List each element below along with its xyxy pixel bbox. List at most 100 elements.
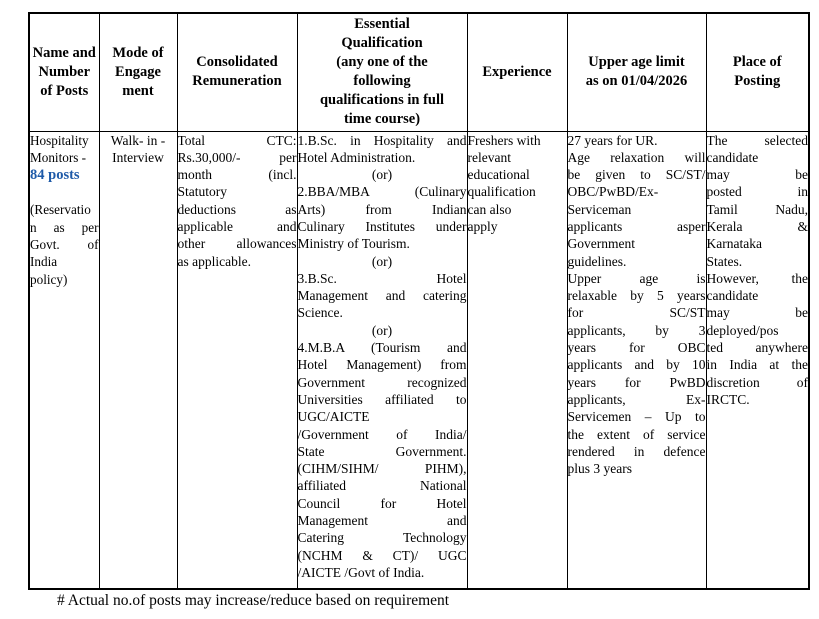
text-line: Freshers with	[467, 132, 541, 148]
text-line: The selected	[706, 132, 809, 148]
text-line: (CIHM/SIHM/ PIHM),	[297, 461, 467, 477]
text-line: qualification	[467, 184, 536, 200]
text-line: OBC/PwBD/Ex-	[567, 184, 659, 200]
post-title: Hospitality Monitors -	[30, 132, 99, 167]
text-line: Place of	[732, 54, 782, 71]
text-line: policy)	[30, 271, 68, 287]
text-line: Essential	[354, 16, 410, 33]
text-line: Name and	[32, 44, 96, 61]
text-line: Walk- in -	[110, 132, 166, 148]
text-line: Serviceman	[567, 201, 632, 217]
text-line: Karnataka	[706, 236, 762, 252]
text-line: deployed/pos	[706, 322, 779, 338]
text-line: However, the	[706, 270, 809, 286]
text-line: (or)	[371, 322, 393, 338]
text-line: Hotel Administration.	[297, 149, 416, 165]
text-line: Management and catering	[297, 288, 467, 304]
text-line: UGC/AICTE	[297, 409, 370, 425]
text-line: Interview	[112, 149, 164, 165]
text-line: as on 01/04/2026	[585, 73, 688, 90]
text-line: IRCTC.	[706, 391, 750, 407]
text-line: posted in	[706, 184, 809, 200]
text-line: qualifications in full	[319, 92, 445, 109]
text-line: 2.BBA/MBA (Culinary	[297, 184, 467, 200]
text-line: Servicemen – Up to	[567, 409, 706, 425]
text-line: years for OBC	[567, 340, 706, 356]
blank-line	[30, 184, 99, 201]
text-line: the extent of service	[567, 426, 706, 442]
text-line: affiliated National	[297, 478, 467, 494]
text-line: Total CTC:	[177, 132, 297, 148]
text-line: discretion of	[706, 374, 809, 390]
text-line: Monitors -	[30, 149, 87, 165]
text-line: Statutory	[177, 184, 228, 200]
cell-qualification: 1.B.Sc. in Hospitality and Hotel Administ…	[296, 130, 468, 590]
text-line: (or)	[371, 253, 393, 269]
text-line: for SC/ST	[567, 305, 706, 321]
text-line: Culinary Institutes under	[297, 218, 467, 234]
text-line: (or)	[371, 167, 393, 183]
text-line: Management and	[297, 513, 467, 529]
cell-experience: Freshers with relevant educational qualific…	[466, 130, 568, 590]
text-line: month (incl.	[177, 167, 297, 183]
text-line: (NCHM & CT)/ UGC	[297, 547, 467, 563]
text-line: Mode of	[112, 44, 164, 61]
posts-count-highlight: 84 posts	[30, 167, 80, 184]
footnote: # Actual no.of posts may increase/reduce…	[57, 592, 450, 609]
text-line: guidelines.	[567, 253, 627, 269]
text-line: /AICTE /Govt of India.	[297, 564, 425, 580]
text-line: candidate	[706, 288, 759, 304]
text-line: educational	[467, 167, 530, 183]
text-line: 1.B.Sc. in Hospitality and	[297, 132, 467, 148]
cell-mode: Walk- in - Interview	[98, 130, 178, 590]
header-cell-qualification: Essential Qualification (any one of the fol…	[296, 12, 468, 132]
text-line: (any one of the	[336, 54, 428, 71]
text-line: of Posts	[40, 82, 89, 99]
header-cell-age-limit: Upper age limit as on 01/04/2026	[566, 12, 707, 132]
text-line: applicants, Ex-	[567, 391, 706, 407]
text-line: ted anywhere	[706, 340, 809, 356]
text-line: as applicable.	[177, 253, 251, 269]
text-line: applicable and	[177, 218, 297, 234]
text-line: may be	[706, 167, 809, 183]
cell-age-limit: 27 years for UR. Age relaxation will be gi…	[566, 130, 707, 590]
text-line: Catering Technology	[297, 530, 467, 546]
text-line: can also	[467, 201, 512, 217]
text-line: other allowances	[177, 236, 297, 252]
text-line: Rs.30,000/- per	[177, 149, 297, 165]
text-line: Hotel Management) from	[297, 357, 467, 373]
text-line: Upper age limit	[588, 54, 685, 71]
text-line: ment	[122, 82, 154, 99]
text-line: Posting	[734, 73, 781, 90]
header-cell-name-posts: Name and Number of Posts	[28, 12, 100, 132]
text-line: following	[353, 73, 411, 90]
text-line: applicants, by 3	[567, 322, 706, 338]
header-cell-remuneration: Consolidated Remuneration	[176, 12, 298, 132]
text-line: Age relaxation will	[567, 149, 706, 165]
text-line: 4.M.B.A (Tourism and	[297, 340, 467, 356]
text-line: applicants asper	[567, 218, 706, 234]
text-line: Kerala &	[706, 218, 809, 234]
text-line: Government	[567, 236, 635, 252]
text-line: Consolidated	[196, 54, 278, 71]
text-line: 3.B.Sc. Hotel	[297, 270, 467, 286]
text-line: Qualification	[341, 35, 423, 52]
text-line: Hospitality	[30, 132, 89, 148]
text-line: Ministry of Tourism.	[297, 236, 410, 252]
text-line: n as per	[30, 219, 99, 235]
text-line: Remuneration	[192, 73, 282, 90]
text-line: plus 3 years	[567, 461, 633, 477]
text-line: applicants and by 10	[567, 357, 706, 373]
header-cell-place: Place of Posting	[705, 12, 810, 132]
text-line: be given to SC/ST/	[567, 167, 706, 183]
text-line: Arts) from Indian	[297, 201, 467, 217]
text-line: may be	[706, 305, 809, 321]
text-line: candidate	[706, 149, 759, 165]
text-line: (Reservatio	[30, 202, 91, 218]
text-line: State Government.	[297, 443, 467, 459]
cell-place: The selected candidate may be posted in Tami…	[705, 130, 810, 590]
table-body-row: Hospitality Monitors - 84 posts (Reservat…	[28, 130, 810, 590]
text-line: States.	[706, 253, 743, 269]
text-line: /Government of India/	[297, 426, 467, 442]
